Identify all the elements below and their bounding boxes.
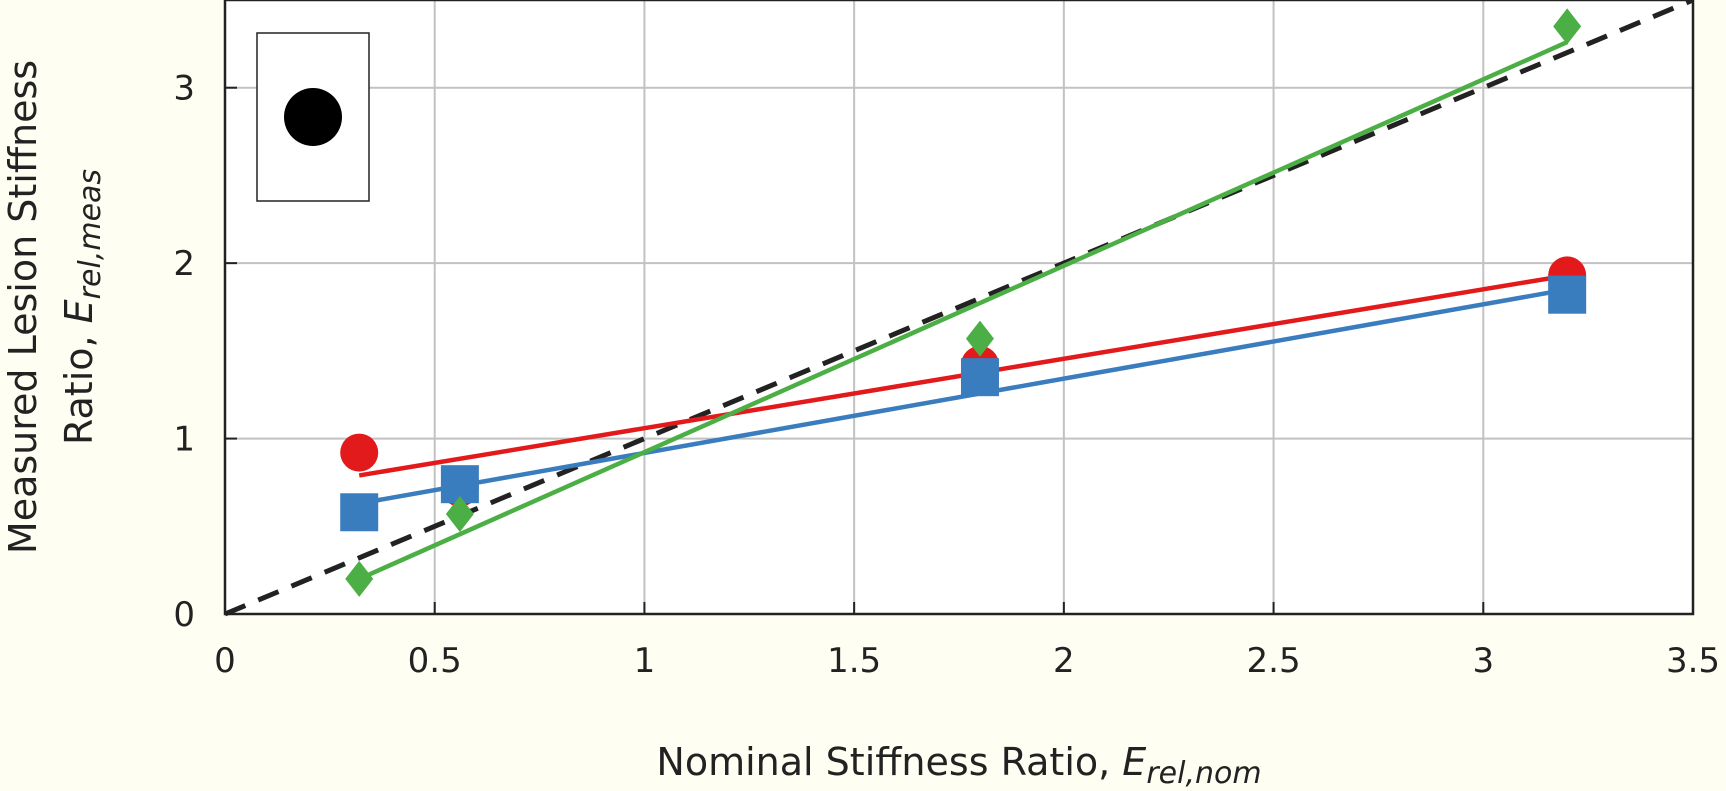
diamond-series-point bbox=[965, 320, 994, 357]
square-series-point bbox=[1548, 275, 1587, 314]
legend bbox=[256, 32, 370, 202]
y-tick-label: 1 bbox=[173, 420, 195, 460]
x-tick-label: 0.5 bbox=[408, 641, 462, 681]
plot-frame bbox=[223, 0, 1695, 616]
diamond-series-fit-line bbox=[358, 40, 1569, 581]
y-tick-label: 2 bbox=[173, 244, 195, 284]
x-tick-label: 2 bbox=[1053, 641, 1075, 681]
y-axis-title-line2: Ratio, Erel,meas bbox=[57, 169, 108, 445]
square-series-point bbox=[960, 358, 999, 397]
y-tick-label: 3 bbox=[173, 69, 195, 109]
data-points bbox=[340, 8, 1587, 597]
circle-series-point bbox=[340, 433, 379, 472]
diamond-series-point bbox=[1553, 8, 1582, 45]
square-series-point bbox=[340, 493, 379, 532]
x-tick-label: 1 bbox=[634, 641, 656, 681]
legend-marker-circle-icon bbox=[284, 88, 342, 146]
y-axis-title-line1: Measured Lesion Stiffness bbox=[1, 60, 45, 554]
y-tick-labels: 0 1 2 3 bbox=[173, 69, 195, 635]
y-tick-label: 0 bbox=[173, 595, 195, 635]
x-tick-label: 2.5 bbox=[1247, 641, 1301, 681]
x-tick-label: 1.5 bbox=[827, 641, 881, 681]
x-tick-label: 3 bbox=[1472, 641, 1494, 681]
grid bbox=[225, 0, 1693, 614]
diamond-series-point bbox=[345, 560, 374, 597]
x-tick-labels: 0 0.5 1 1.5 2 2.5 3 3.5 bbox=[214, 641, 1720, 681]
ticks bbox=[224, 86, 1694, 615]
x-axis-title: Nominal Stiffness Ratio, Erel,nom bbox=[656, 740, 1261, 791]
square-series-fit-line bbox=[358, 287, 1568, 506]
x-tick-label: 3.5 bbox=[1666, 641, 1720, 681]
diamond-series-point bbox=[445, 496, 474, 533]
x-tick-label: 0 bbox=[214, 641, 236, 681]
